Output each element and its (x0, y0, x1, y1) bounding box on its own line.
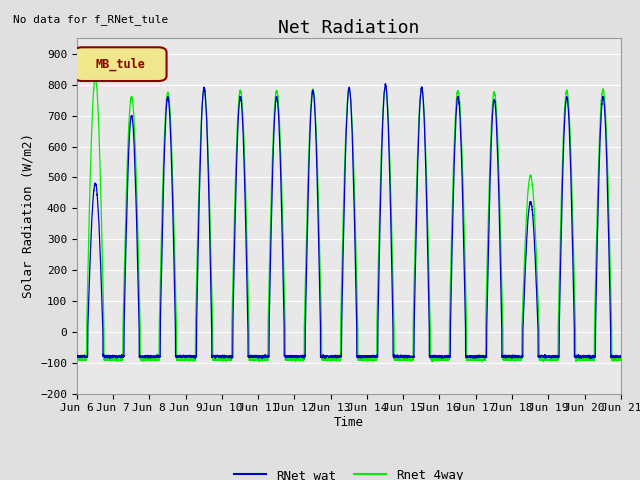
Rnet_4way (471, 356, 479, 361)
RNet_wat (106, 356, 114, 361)
Rnet_4way (479, 359, 486, 365)
X-axis label: Time: Time (334, 416, 364, 429)
Rnet_4way (73, 358, 81, 363)
RNet_wat (329, 353, 337, 359)
Text: MB_tule: MB_tule (95, 58, 145, 71)
RNet_wat (171, 292, 179, 298)
Y-axis label: Solar Radiation (W/m2): Solar Radiation (W/m2) (22, 133, 35, 299)
RNet_wat (381, 81, 389, 87)
Rnet_4way (171, 250, 179, 255)
FancyBboxPatch shape (74, 47, 166, 81)
Rnet_4way (502, 356, 509, 361)
Rnet_4way (441, 356, 449, 362)
Rnet_4way (617, 357, 625, 362)
RNet_wat (617, 354, 625, 360)
Legend: RNet_wat, Rnet_4way: RNet_wat, Rnet_4way (229, 464, 468, 480)
Line: Rnet_4way: Rnet_4way (77, 78, 621, 362)
Text: No data for f_RNet_tule: No data for f_RNet_tule (13, 14, 168, 25)
Title: Net Radiation: Net Radiation (278, 19, 419, 37)
RNet_wat (502, 355, 509, 361)
RNet_wat (441, 354, 449, 360)
Rnet_4way (616, 358, 624, 363)
RNet_wat (471, 354, 479, 360)
RNet_wat (73, 354, 81, 360)
Rnet_4way (92, 75, 99, 81)
RNet_wat (616, 353, 624, 359)
Line: RNet_wat: RNet_wat (77, 84, 621, 359)
Rnet_4way (329, 358, 337, 363)
